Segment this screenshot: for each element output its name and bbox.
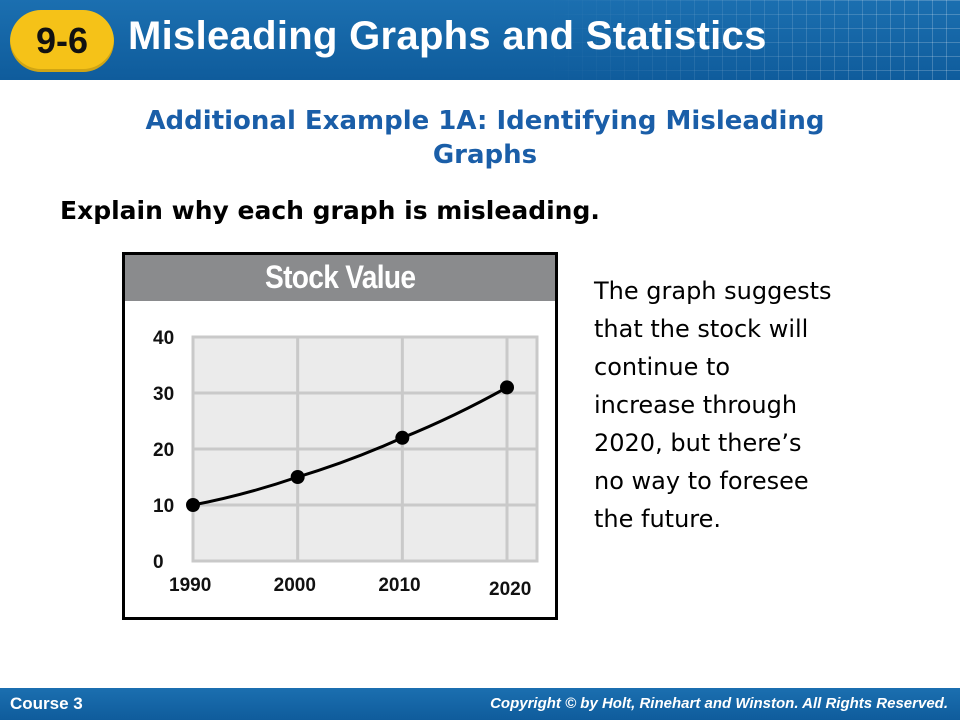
series-line xyxy=(192,386,508,507)
chart-title-bar xyxy=(125,255,555,301)
explanation-line: no way to foresee xyxy=(594,467,809,495)
explanation-text: The graph suggests that the stock will c… xyxy=(594,272,924,538)
footer-bar: Course 3 Copyright © by Holt, Rinehart a… xyxy=(0,688,960,720)
y-tick-label: 30 xyxy=(153,384,174,405)
y-tick-label: 0 xyxy=(153,552,164,573)
data-point xyxy=(395,430,410,445)
chart-title: Stock Value xyxy=(265,259,416,295)
title-bar: 9-6 Misleading Graphs and Statistics xyxy=(0,0,960,80)
example-heading-line2: Graphs xyxy=(432,140,538,170)
data-point xyxy=(186,498,200,512)
header-grid-decoration xyxy=(540,0,960,80)
x-tick-label: 2010 xyxy=(378,575,420,596)
stock-value-chart: Stock Value 0 10 20 30 40 1990 2000 2010 2020 xyxy=(122,252,558,620)
y-tick-label: 20 xyxy=(153,440,174,461)
data-point xyxy=(500,380,514,395)
x-tick-label: 1990 xyxy=(169,575,211,596)
x-tick-label: 2000 xyxy=(274,575,316,596)
lesson-title: Misleading Graphs and Statistics xyxy=(128,14,767,58)
explanation-line: continue to xyxy=(594,353,731,381)
prompt-text: Explain why each graph is misleading. xyxy=(60,196,600,225)
chart-plot: 0 10 20 30 40 1990 2000 2010 2020 xyxy=(153,328,539,600)
explanation-line: that the stock will xyxy=(594,315,809,343)
example-heading-line1: Additional Example 1A: Identifying Misle… xyxy=(145,106,825,136)
explanation-line: increase through xyxy=(594,391,798,419)
data-point xyxy=(290,470,305,484)
explanation-line: the future. xyxy=(594,505,722,533)
y-tick-label: 40 xyxy=(153,328,174,349)
course-label: Course 3 xyxy=(10,694,83,713)
lesson-number-badge: 9-6 xyxy=(10,10,114,72)
example-heading: Additional Example 1A: Identifying Misle… xyxy=(60,104,910,172)
explanation-line: 2020, but there’s xyxy=(594,429,802,457)
y-tick-label: 10 xyxy=(153,496,174,517)
x-tick-label: 2020 xyxy=(489,579,531,600)
copyright-notice: Copyright © by Holt, Rinehart and Winsto… xyxy=(490,695,948,712)
explanation-line: The graph suggests xyxy=(594,277,832,305)
